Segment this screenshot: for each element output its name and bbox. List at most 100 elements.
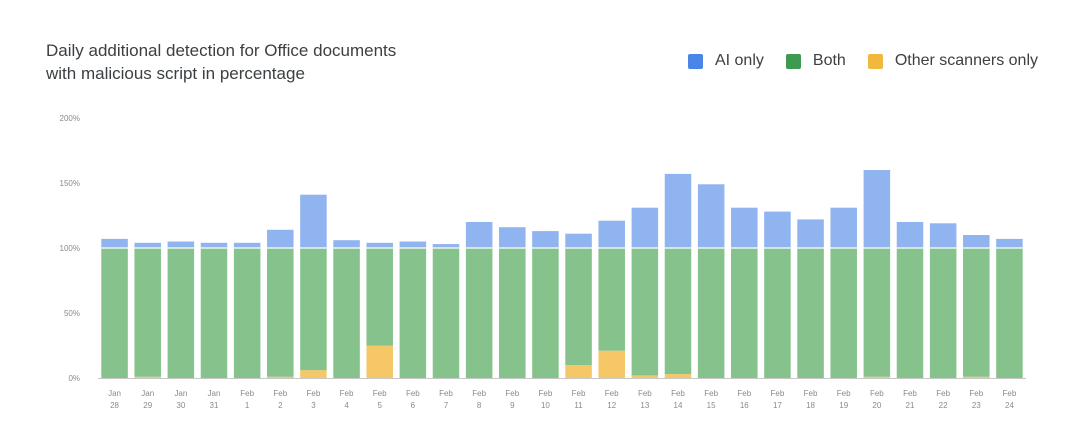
bar-ai-only bbox=[200, 242, 228, 248]
x-tick-label-month: Feb bbox=[969, 389, 983, 398]
x-tick-label-month: Feb bbox=[605, 389, 619, 398]
bar-ai-only bbox=[366, 242, 393, 248]
bar-ai-only bbox=[929, 223, 957, 248]
bar-both bbox=[697, 248, 725, 378]
bar-ai-only bbox=[432, 244, 460, 248]
x-tick-label-day: 10 bbox=[541, 401, 550, 410]
x-tick-label-month: Feb bbox=[837, 389, 851, 398]
y-tick-label: 0% bbox=[68, 374, 80, 383]
bar-ai-only bbox=[631, 207, 659, 248]
bar-other-scanners-only bbox=[565, 365, 592, 378]
bar-other-scanners-only bbox=[300, 370, 327, 378]
bar-ai-only bbox=[697, 184, 725, 248]
x-tick-label-day: 24 bbox=[1005, 401, 1014, 410]
bar-ai-only bbox=[233, 242, 261, 248]
legend-swatch-other-scanners-only bbox=[867, 53, 883, 69]
legend-item-other-scanners-only: Other scanners only bbox=[867, 52, 1038, 70]
x-tick-label-day: 1 bbox=[245, 401, 250, 410]
bar-both bbox=[134, 248, 161, 377]
bar-ai-only bbox=[267, 229, 294, 248]
bar-both bbox=[830, 248, 857, 378]
x-tick-label-month: Feb bbox=[870, 389, 884, 398]
bar-both bbox=[664, 248, 692, 375]
x-tick-label-day: 21 bbox=[906, 401, 915, 410]
x-tick-label-day: 7 bbox=[444, 401, 449, 410]
chart-title: Daily additional detection for Office do… bbox=[46, 39, 396, 85]
bar-both bbox=[532, 248, 559, 378]
bar-other-scanners-only bbox=[366, 345, 393, 378]
x-tick-label-day: 6 bbox=[411, 401, 416, 410]
bar-ai-only bbox=[565, 233, 592, 248]
x-tick-label-month: Feb bbox=[406, 389, 420, 398]
bar-ai-only bbox=[598, 220, 625, 248]
bar-other-scanners-only bbox=[134, 376, 161, 378]
x-tick-label-day: 18 bbox=[806, 401, 815, 410]
x-tick-label-day: 23 bbox=[972, 401, 981, 410]
bar-both bbox=[200, 248, 228, 378]
bar-ai-only bbox=[101, 238, 128, 248]
bar-both bbox=[167, 248, 195, 378]
y-tick-label: 50% bbox=[64, 309, 80, 318]
bar-ai-only bbox=[863, 170, 891, 248]
chart-title-line-1: Daily additional detection for Office do… bbox=[46, 41, 397, 60]
x-tick-label-month: Feb bbox=[671, 389, 685, 398]
bar-both bbox=[863, 248, 891, 377]
legend-label-other-scanners-only: Other scanners only bbox=[894, 52, 1038, 69]
x-tick-label-month: Feb bbox=[439, 389, 453, 398]
x-tick-label-month: Feb bbox=[539, 389, 553, 398]
x-tick-label-day: 20 bbox=[872, 401, 881, 410]
bar-ai-only bbox=[830, 207, 857, 248]
x-tick-label-month: Jan bbox=[174, 389, 187, 398]
bar-both bbox=[233, 248, 261, 378]
bar-both bbox=[465, 248, 493, 378]
bar-ai-only bbox=[532, 231, 559, 248]
x-tick-label-day: 3 bbox=[311, 401, 316, 410]
x-tick-label-month: Feb bbox=[373, 389, 387, 398]
x-tick-label-day: 13 bbox=[640, 401, 649, 410]
bar-both bbox=[731, 248, 758, 378]
x-tick-label-day: 11 bbox=[574, 401, 583, 410]
y-tick-label: 100% bbox=[60, 244, 80, 253]
x-tick-label-day: 12 bbox=[607, 401, 616, 410]
bar-both bbox=[896, 248, 924, 378]
x-tick-label-day: 29 bbox=[143, 401, 152, 410]
bar-both bbox=[267, 248, 294, 377]
bar-ai-only bbox=[731, 207, 758, 248]
bar-other-scanners-only bbox=[963, 376, 990, 378]
x-tick-label-month: Feb bbox=[572, 389, 586, 398]
bar-ai-only bbox=[134, 242, 161, 248]
bar-both bbox=[598, 248, 625, 351]
x-tick-label-month: Feb bbox=[704, 389, 718, 398]
bar-other-scanners-only bbox=[664, 374, 692, 378]
x-tick-label-month: Jan bbox=[208, 389, 221, 398]
bar-both bbox=[333, 248, 360, 378]
x-tick-label-month: Jan bbox=[108, 389, 121, 398]
bar-ai-only bbox=[764, 211, 791, 248]
bar-both bbox=[565, 248, 592, 365]
legend-swatch-ai-only bbox=[687, 53, 703, 69]
legend-label-both: Both bbox=[812, 52, 846, 69]
x-tick-label-day: 2 bbox=[278, 401, 283, 410]
chart-title-line-2: with malicious script in percentage bbox=[46, 64, 305, 83]
x-tick-label-month: Feb bbox=[804, 389, 818, 398]
bar-both bbox=[797, 248, 824, 378]
bar-both bbox=[399, 248, 427, 378]
x-tick-label-day: 14 bbox=[674, 401, 683, 410]
x-tick-label-day: 16 bbox=[740, 401, 749, 410]
x-tick-label-day: 30 bbox=[176, 401, 185, 410]
x-tick-label-month: Feb bbox=[307, 389, 321, 398]
bar-ai-only bbox=[167, 241, 195, 248]
x-tick-label-day: 4 bbox=[344, 401, 349, 410]
x-tick-label-month: Jan bbox=[141, 389, 154, 398]
bar-ai-only bbox=[797, 219, 824, 248]
y-tick-label: 150% bbox=[60, 179, 80, 188]
bar-ai-only bbox=[300, 194, 327, 248]
bar-both bbox=[101, 248, 128, 378]
x-tick-label-month: Feb bbox=[240, 389, 254, 398]
x-tick-label-month: Feb bbox=[936, 389, 950, 398]
bar-both bbox=[929, 248, 957, 378]
x-tick-label-day: 5 bbox=[377, 401, 382, 410]
bar-both bbox=[300, 248, 327, 371]
x-tick-label-month: Feb bbox=[771, 389, 785, 398]
bar-both bbox=[366, 248, 393, 346]
